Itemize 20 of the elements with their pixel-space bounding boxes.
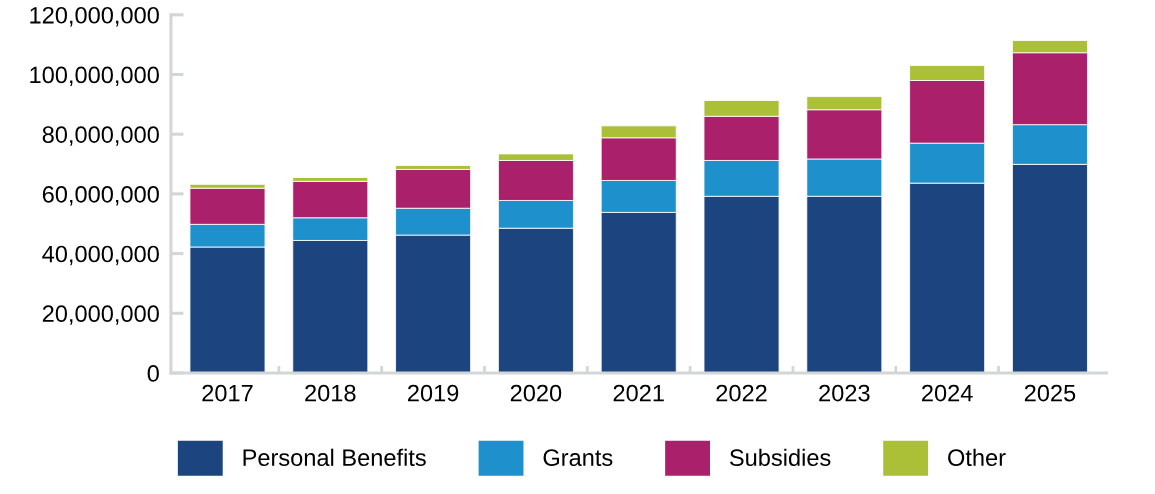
y-tick-label: 20,000,000: [42, 305, 159, 325]
y-tick-label: 60,000,000: [42, 185, 159, 206]
y-tick-label: 0: [147, 365, 159, 382]
x-tick-label: 2018: [305, 384, 356, 402]
x-tick-label: 2020: [510, 384, 562, 402]
x-tick-label: 2024: [922, 384, 973, 402]
y-tick-label: 100,000,000: [30, 66, 159, 87]
legend-label: Grants: [543, 449, 613, 467]
x-tick-label: 2025: [1024, 384, 1076, 402]
legend-label: Personal Benefits: [243, 448, 426, 467]
x-tick-label: 2022: [716, 384, 767, 402]
y-tick-label: 80,000,000: [42, 126, 159, 146]
x-tick-label: 2019: [408, 384, 459, 402]
legend-label: Other: [948, 448, 1006, 467]
x-tick-label: 2023: [819, 384, 870, 402]
y-tick-label: 40,000,000: [42, 245, 159, 266]
x-tick-label: 2021: [613, 384, 664, 402]
x-tick-label: 2017: [202, 384, 253, 402]
legend-label: Subsidies: [729, 448, 831, 467]
y-tick-label: 120,000,000: [30, 6, 159, 27]
